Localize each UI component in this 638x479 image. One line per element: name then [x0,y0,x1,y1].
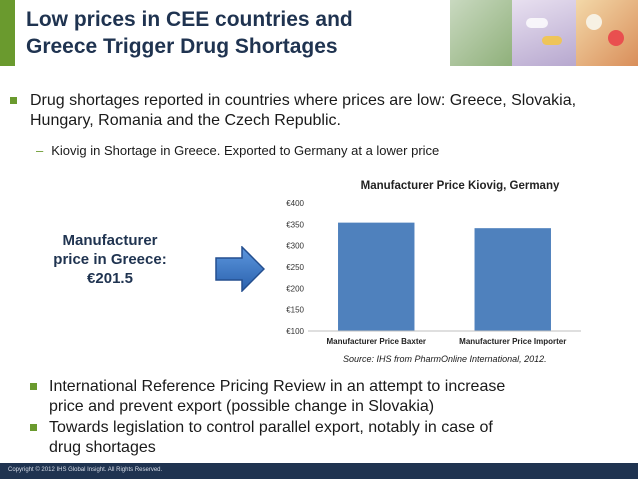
bullet-square-icon [10,97,17,104]
bullet-3-line-1: Towards legislation to control parallel … [49,419,493,436]
bullet-2-line-2: price and prevent export (possible chang… [49,398,435,415]
title-line-1: Low prices in CEE countries and [26,8,353,31]
callout-line-2: price in Greece: [53,251,167,268]
bar [474,228,551,331]
y-tick-label: €350 [286,220,304,229]
y-tick-label: €250 [286,263,304,272]
x-axis-labels: Manufacturer Price Baxter Manufacturer Pr… [326,337,566,346]
chart-title: Manufacturer Price Kiovig, Germany [361,180,560,192]
right-arrow-icon [215,246,265,292]
bullet-text: International Reference Pricing Review i… [49,377,589,417]
copyright-text: Copyright © 2012 IHS Global Insight. All… [8,467,163,473]
x-tick-label: Manufacturer Price Importer [459,337,566,346]
bullet-text: Towards legislation to control parallel … [49,418,589,458]
page-title: Low prices in CEE countries and Greece T… [26,6,353,60]
lab-photo [450,0,512,66]
callout-line-3: €201.5 [87,270,133,287]
bar [338,222,415,331]
y-tick-label: €100 [286,327,304,336]
pills-photo [512,0,576,66]
kiovig-price-chart: Manufacturer Price Kiovig, Germany €100€… [286,180,581,346]
bullet-1-line-2: Hungary, Romania and the Czech Republic. [30,112,341,129]
y-tick-label: €200 [286,284,304,293]
y-tick-label: €300 [286,242,304,251]
bullet-3-line-2: drug shortages [49,439,156,456]
y-tick-label: €150 [286,306,304,315]
title-line-2: Greece Trigger Drug Shortages [26,35,338,58]
bullet-square-icon [30,383,37,390]
title-bar: Low prices in CEE countries and Greece T… [0,0,638,66]
bars [338,222,551,331]
tablets-photo [576,0,638,66]
title-accent-bar [0,0,15,66]
bullet-square-icon [30,424,37,431]
bullet-text: Drug shortages reported in countries whe… [30,91,635,131]
chart-source: Source: IHS from PharmOnline Internation… [343,354,547,364]
bullet-2-line-1: International Reference Pricing Review i… [49,378,506,395]
header-photo-strip [450,0,638,66]
x-tick-label: Manufacturer Price Baxter [326,337,426,346]
footer-bar: Copyright © 2012 IHS Global Insight. All… [0,463,638,479]
dash-icon: – [36,143,44,158]
y-axis: €100 €150 €200 €250 €300 €350 €400 [286,199,304,336]
bullet-1-line-1: Drug shortages reported in countries whe… [30,92,577,109]
y-tick-label: €400 [286,199,304,208]
greece-price-callout: Manufacturer price in Greece: €201.5 [40,231,180,288]
sub-bullet-text: Kiovig in Shortage in Greece. Exported t… [51,143,440,158]
callout-line-1: Manufacturer [62,232,158,249]
sub-bullet-kiovig: – Kiovig in Shortage in Greece. Exported … [36,143,439,158]
